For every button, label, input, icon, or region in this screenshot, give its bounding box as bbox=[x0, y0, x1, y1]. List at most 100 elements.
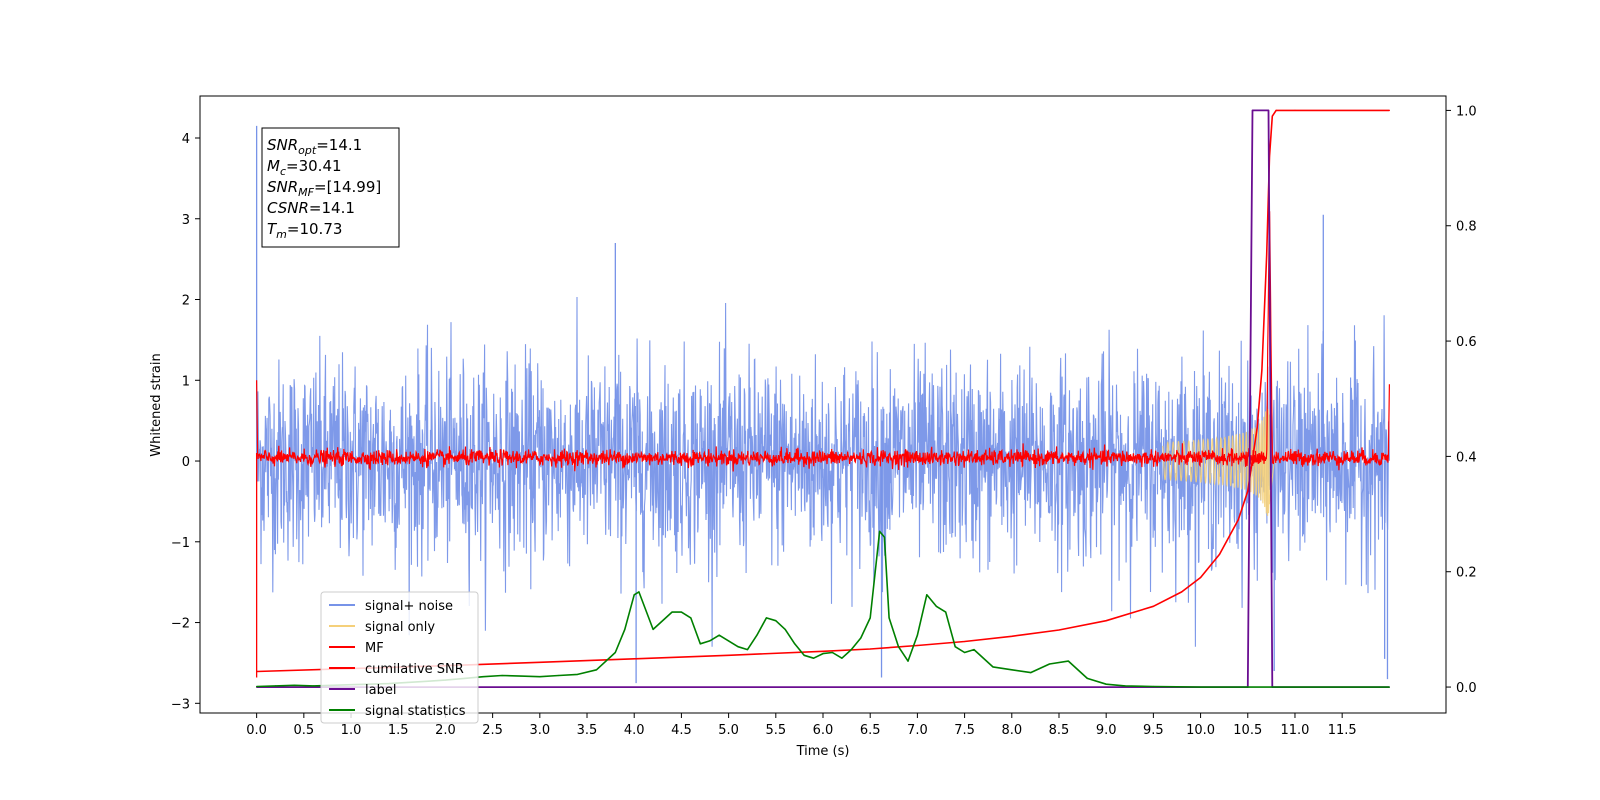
series-signal-statistics-point bbox=[935, 605, 937, 607]
series-signal-statistics-point bbox=[883, 536, 886, 538]
series-signal-statistics-point bbox=[907, 660, 909, 662]
series-cumulative-snr-point bbox=[1266, 254, 1268, 256]
series-signal-statistics-point bbox=[954, 646, 956, 648]
y-axis-left-ticks: −3 −2 −1 0 1 2 3 4 bbox=[171, 132, 200, 712]
x-tick-label: 9.0 bbox=[1096, 723, 1117, 738]
annotation-line: Tm=10.73 bbox=[267, 220, 342, 241]
series-label-point bbox=[1251, 109, 1254, 111]
x-tick-label: 2.5 bbox=[482, 723, 503, 738]
series-cumulative-snr-point bbox=[728, 654, 730, 656]
legend-entry: cumilative SNR bbox=[365, 662, 464, 677]
series-signal-statistics-point bbox=[746, 649, 749, 651]
x-tick-label: 10.5 bbox=[1233, 723, 1262, 738]
y-right-tick-label: 0.6 bbox=[1456, 335, 1477, 350]
series-signal-statistics-point bbox=[690, 617, 692, 619]
y-tick-label: 3 bbox=[182, 213, 190, 228]
y-tick-label: −1 bbox=[171, 536, 190, 551]
series-signal-statistics-point bbox=[897, 646, 900, 648]
series-signal-statistics-point bbox=[916, 634, 919, 636]
annotation-line: SNRMF=[14.99] bbox=[267, 178, 381, 199]
series-signal-statistics-point bbox=[680, 611, 683, 613]
series-signal-statistics bbox=[256, 530, 1390, 688]
y-right-tick-label: 0.0 bbox=[1456, 681, 1477, 696]
x-tick-label: 0.0 bbox=[246, 723, 267, 738]
series-signal-statistics-point bbox=[709, 640, 711, 642]
series-signal-statistics-point bbox=[671, 611, 673, 613]
series-signal-statistics-point bbox=[775, 620, 777, 622]
series-signal-statistics-point bbox=[926, 594, 928, 596]
x-tick-label: 7.0 bbox=[907, 723, 928, 738]
y-right-tick-label: 0.4 bbox=[1456, 450, 1477, 465]
x-tick-label: 7.5 bbox=[954, 723, 975, 738]
y-axis-right-ticks: 0.0 0.2 0.4 0.6 0.8 1.0 bbox=[1446, 104, 1477, 696]
annotation-line: SNRopt=14.1 bbox=[267, 136, 362, 157]
series-signal-statistics-point bbox=[624, 628, 626, 631]
series-cumulative-snr-point bbox=[1256, 427, 1258, 429]
y-tick-label: 0 bbox=[182, 455, 190, 470]
series-signal-statistics-point bbox=[699, 643, 701, 645]
series-label-point bbox=[1264, 109, 1266, 111]
series-signal-statistics-point bbox=[1152, 685, 1154, 688]
series-cumulative-snr-point bbox=[1247, 490, 1249, 492]
series-signal-statistics-point bbox=[256, 685, 258, 688]
series-signal-statistics-point bbox=[869, 617, 871, 619]
x-tick-label: 1.0 bbox=[341, 723, 362, 738]
x-tick-label: 6.0 bbox=[813, 723, 834, 738]
series-label-point bbox=[1261, 109, 1263, 111]
y-tick-label: 4 bbox=[182, 132, 190, 147]
series-signal-statistics-point bbox=[850, 649, 852, 651]
series-cumulative-snr-point bbox=[1181, 591, 1183, 593]
plot-series bbox=[255, 109, 1390, 688]
series-signal-statistics-point bbox=[520, 675, 522, 677]
x-tick-label: 4.5 bbox=[671, 723, 692, 738]
y-right-tick-label: 1.0 bbox=[1456, 104, 1477, 119]
series-signal-statistics-point bbox=[539, 676, 541, 678]
x-tick-label: 11.5 bbox=[1328, 723, 1357, 738]
x-axis-ticks: 0.0 0.5 1.0 1.5 2.0 2.5 3.0 3.5 4.0 4.5 5.0 5.5 6.0 6… bbox=[246, 713, 1357, 738]
series-signal-statistics-point bbox=[1124, 685, 1126, 687]
x-axis-label: Time (s) bbox=[796, 744, 850, 759]
series-signal-statistics-point bbox=[1294, 686, 1296, 688]
legend-entry: signal+ noise bbox=[365, 599, 453, 614]
x-tick-label: 11.0 bbox=[1280, 723, 1309, 738]
series-signal-statistics-point bbox=[501, 674, 503, 677]
series-cumulative-snr-point bbox=[1294, 109, 1296, 111]
y-tick-label: 1 bbox=[182, 374, 190, 389]
series-mf bbox=[256, 211, 1390, 472]
legend-entry: label bbox=[365, 683, 396, 698]
legend-entry: MF bbox=[365, 641, 384, 656]
series-signal-statistics-point bbox=[964, 651, 966, 654]
series-cumulative-snr-point bbox=[1105, 620, 1107, 622]
series-label bbox=[256, 109, 1390, 688]
series-signal-statistics-point bbox=[558, 674, 560, 677]
series-signal-statistics-point bbox=[1388, 686, 1390, 688]
x-tick-label: 3.0 bbox=[529, 723, 550, 738]
y-tick-label: 2 bbox=[182, 294, 190, 309]
x-tick-label: 1.5 bbox=[388, 723, 409, 738]
series-signal-statistics-point bbox=[737, 646, 739, 648]
series-signal-statistics-point bbox=[293, 684, 295, 686]
series-cumulative-snr-point bbox=[964, 640, 966, 643]
x-tick-label: 9.5 bbox=[1143, 723, 1164, 738]
x-tick-label: 5.5 bbox=[765, 723, 786, 738]
series-signal-statistics-point bbox=[652, 628, 654, 631]
series-signal-statistics-point bbox=[831, 651, 834, 654]
series-signal-statistics-point bbox=[638, 591, 640, 593]
x-tick-label: 0.5 bbox=[293, 723, 314, 738]
series-label-point bbox=[1267, 109, 1270, 111]
series-signal-statistics-point bbox=[822, 653, 824, 655]
y-tick-label: −3 bbox=[171, 697, 190, 712]
series-signal-statistics-point bbox=[1067, 660, 1069, 662]
series-cumulative-snr-point bbox=[1271, 115, 1273, 117]
series-cumulative-snr-point bbox=[1152, 605, 1154, 607]
series-cumulative-snr-point bbox=[1218, 553, 1221, 556]
series-signal-statistics-point bbox=[728, 640, 730, 642]
series-cumulative-snr-point bbox=[1200, 576, 1202, 579]
x-tick-label: 5.0 bbox=[718, 723, 739, 738]
series-cumulative-snr-point bbox=[633, 658, 635, 660]
series-cumulative-snr-point bbox=[822, 650, 824, 652]
series-signal-statistics-point bbox=[813, 657, 815, 659]
y-right-tick-label: 0.2 bbox=[1456, 566, 1477, 581]
series-cumulative-snr-point bbox=[256, 670, 258, 673]
